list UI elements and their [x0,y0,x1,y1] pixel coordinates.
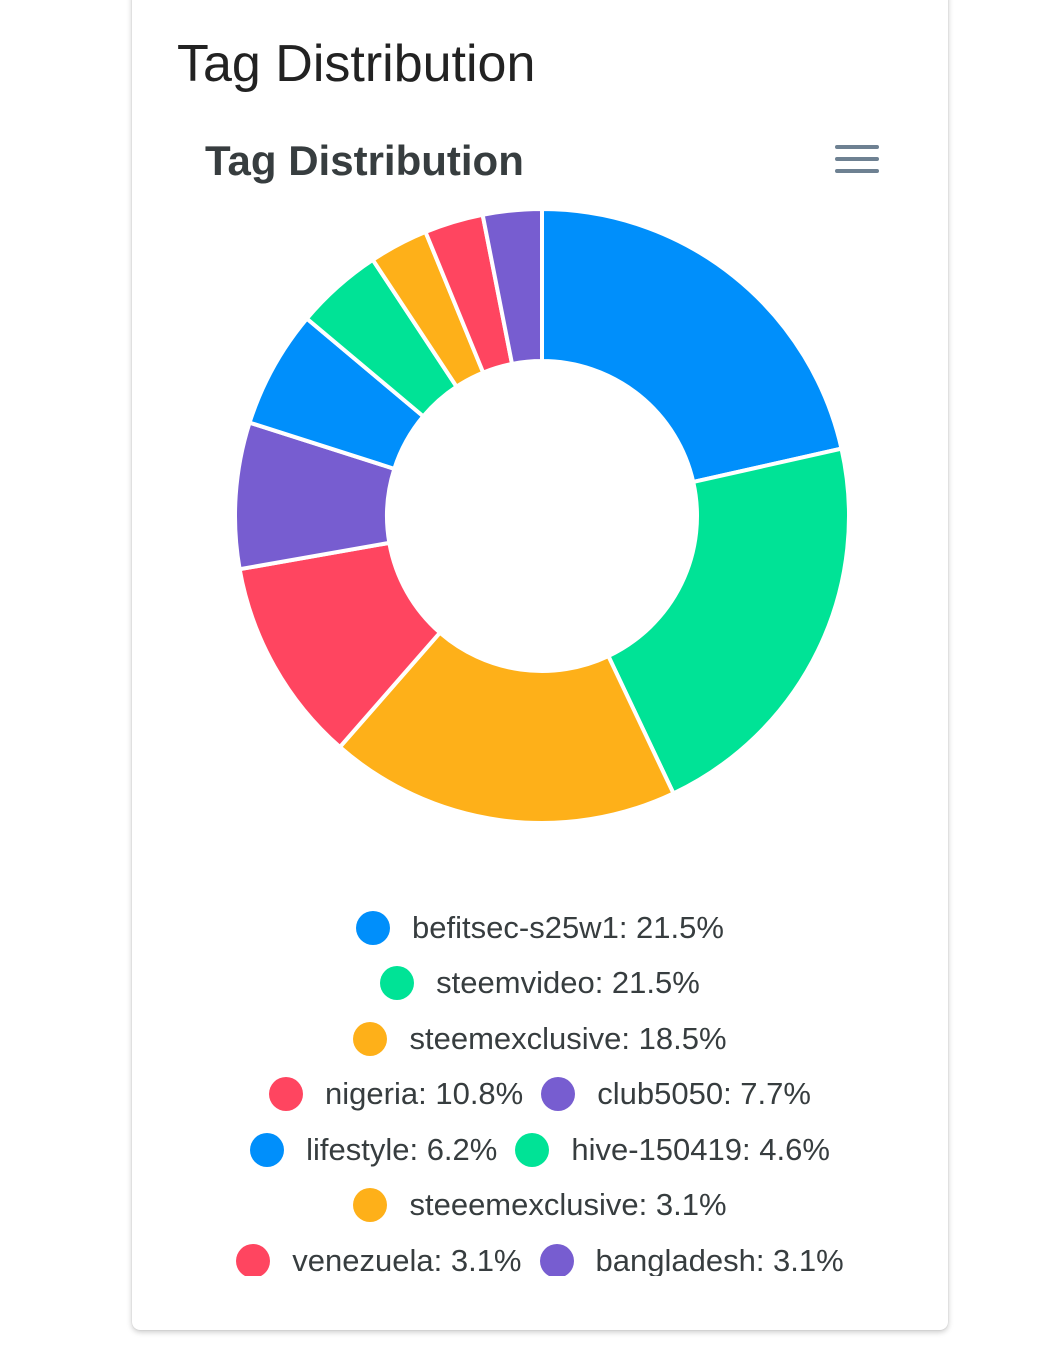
legend-label: steemexclusive: 18.5% [409,1020,727,1056]
legend-label: nigeria: 10.8% [325,1076,524,1112]
donut-slice-befitsec-s25w1[interactable] [540,206,844,485]
legend-marker [539,1243,574,1276]
legend-marker [353,1188,388,1223]
hamburger-menu-icon[interactable] [835,145,879,179]
legend-label: club5050: 7.7% [597,1076,811,1112]
legend-row: nigeria: 10.8% club5050: 7.7% [132,1067,948,1123]
legend-item-steemvideo[interactable]: steemvideo: 21.5% [380,965,700,1001]
legend-marker [515,1132,550,1167]
legend-marker [236,1243,271,1276]
legend-item-steemexclusive[interactable]: steemexclusive: 18.5% [353,1020,727,1057]
legend-marker [353,1021,388,1056]
legend-label: venezuela: 3.1% [292,1242,522,1276]
donut-slice-bangladesh[interactable] [480,206,544,367]
legend-item-nigeria[interactable]: nigeria: 10.8% [269,1076,523,1112]
legend-row: befitsec-s25w1: 21.5% [132,900,948,956]
legend-label: steemvideo: 21.5% [436,965,700,1001]
legend: befitsec-s25w1: 21.5% steemvideo: 21.5% st… [132,900,948,1276]
legend-row: lifestyle: 6.2% hive-150419: 4.6% [132,1122,948,1178]
legend-marker [380,966,415,1001]
legend-row: steemexclusive: 18.5% [132,1011,948,1067]
legend-marker [541,1077,576,1112]
legend-item-steeemexclusive[interactable]: steeemexclusive: 3.1% [353,1187,727,1223]
legend-label: lifestyle: 6.2% [306,1131,498,1167]
legend-item-club5050[interactable]: club5050: 7.7% [541,1076,811,1112]
legend-row: steemvideo: 21.5% [132,956,948,1012]
legend-marker [250,1132,285,1167]
donut-slice-steemexclusive[interactable] [337,629,677,825]
legend-item-venezuela[interactable]: venezuela: 3.1% [236,1242,522,1276]
donut-chart [233,206,851,825]
legend-marker [356,910,391,945]
legend-item-befitsec-s25w1[interactable]: befitsec-s25w1: 21.5% [356,910,724,946]
chart-card: Tag Distribution Tag Distribution befits… [132,0,948,1330]
chart-title: Tag Distribution [205,137,524,184]
legend-label: steeemexclusive: 3.1% [409,1187,727,1223]
legend-item-bangladesh[interactable]: bangladesh: 3.1% [539,1242,844,1276]
legend-label: befitsec-s25w1: 21.5% [412,909,724,945]
legend-row: venezuela: 3.1% bangladesh: 3.1% [132,1233,948,1276]
legend-label: bangladesh: 3.1% [595,1242,844,1276]
donut-slice-steemvideo[interactable] [605,446,851,797]
legend-label: hive-150419: 4.6% [571,1131,830,1167]
legend-item-lifestyle[interactable]: lifestyle: 6.2% [250,1132,497,1168]
card-title: Tag Distribution [177,35,536,93]
legend-row: steeemexclusive: 3.1% [132,1178,948,1234]
legend-item-hive-150419[interactable]: hive-150419: 4.6% [515,1132,830,1168]
legend-marker [269,1077,304,1112]
